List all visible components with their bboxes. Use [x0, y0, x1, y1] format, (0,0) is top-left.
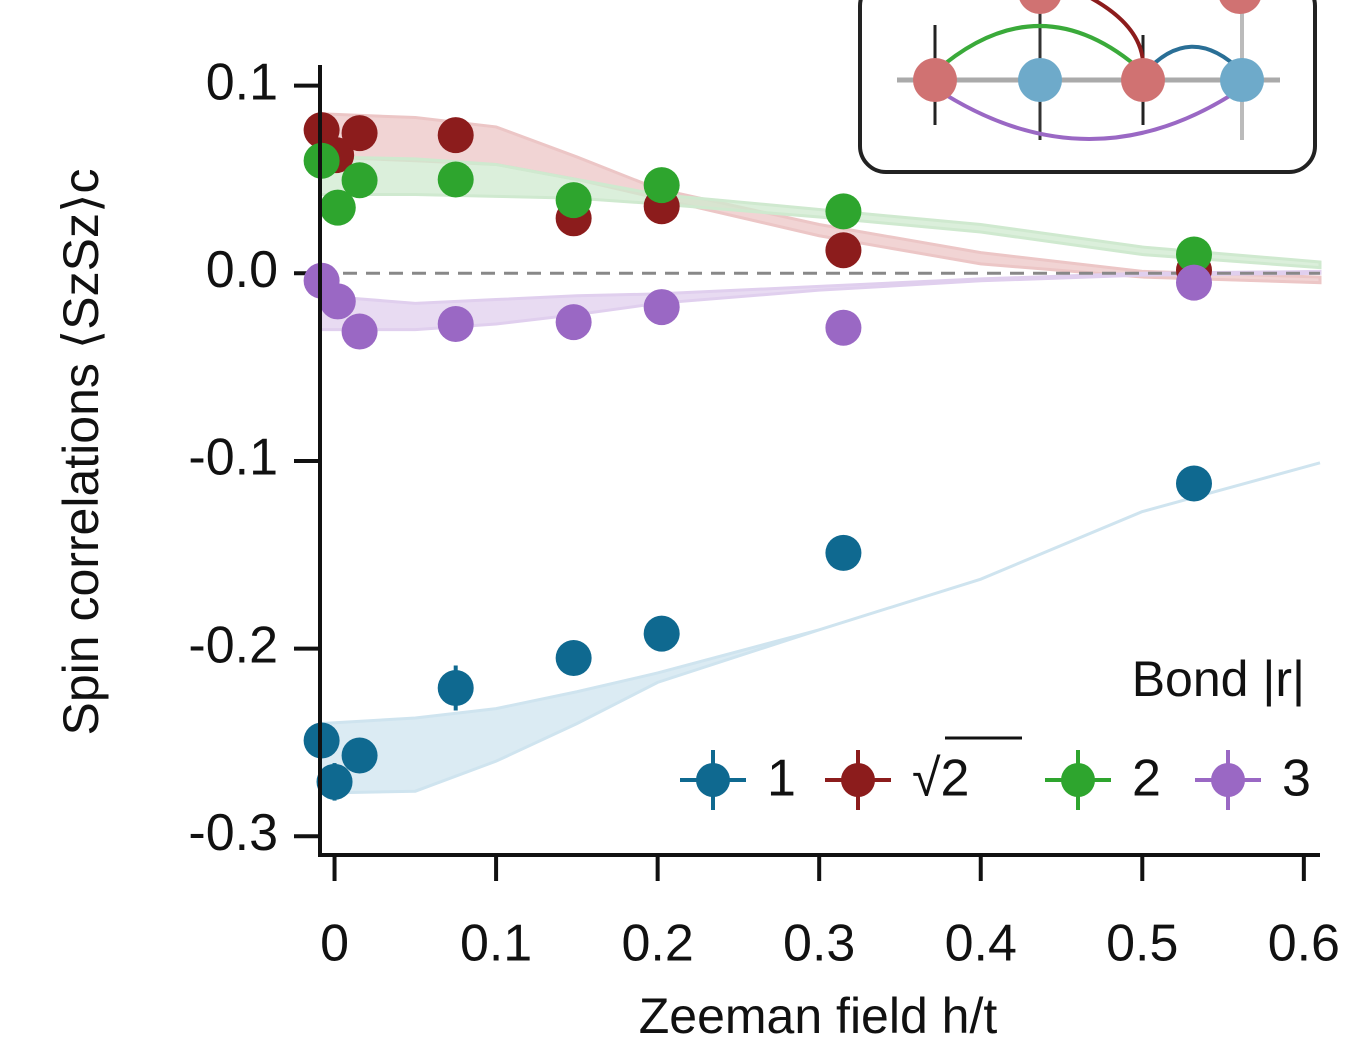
data-point [643, 289, 680, 326]
y-axis-label: Spin correlations ⟨SzSz⟩c [53, 168, 109, 735]
data-point [319, 283, 356, 320]
legend-marker [1061, 763, 1095, 797]
legend-item: 3 [1195, 750, 1311, 810]
data-point [1175, 236, 1212, 273]
y-tick-label: -0.3 [188, 804, 278, 862]
data-point [1175, 465, 1212, 502]
data-point [825, 193, 862, 230]
inset-diagram [858, 0, 1317, 174]
x-tick-label: 0.2 [621, 915, 693, 973]
x-tick-label: 0 [320, 915, 349, 973]
legend-label: √2 [912, 750, 969, 808]
x-tick-label: 0.3 [783, 915, 855, 973]
legend-marker [841, 763, 875, 797]
legend-marker [696, 763, 730, 797]
x-tick-label: 0.5 [1106, 915, 1178, 973]
data-point [643, 615, 680, 652]
data-point [555, 182, 592, 219]
y-tick-label: -0.1 [188, 429, 278, 487]
data-point [555, 304, 592, 341]
data-point [825, 232, 862, 269]
legend-item: √2 [825, 750, 969, 810]
legend-item: 2 [1045, 750, 1161, 810]
data-point [825, 534, 862, 571]
data-point [319, 189, 356, 226]
data-point [643, 167, 680, 204]
x-tick-label: 0.1 [460, 915, 532, 973]
data-point [437, 161, 474, 198]
data-point [437, 117, 474, 154]
legend-label: 1 [767, 750, 796, 808]
legend-label: 3 [1282, 750, 1311, 808]
data-point [341, 313, 378, 350]
data-point [437, 669, 474, 706]
legend-label: 2 [1132, 750, 1161, 808]
legend-marker [1211, 763, 1245, 797]
legend-title: Bond |r| [1132, 651, 1305, 707]
y-tick-label: 0.0 [206, 241, 278, 299]
x-axis-label: Zeeman field h/t [639, 988, 998, 1044]
data-point [341, 737, 378, 774]
x-tick-label: 0.6 [1268, 915, 1340, 973]
x-tick-label: 0.4 [945, 915, 1017, 973]
data-point [437, 305, 474, 342]
theory-band [318, 461, 1321, 795]
data-point [555, 639, 592, 676]
legend-item: 1 [680, 750, 796, 810]
data-point [341, 162, 378, 199]
y-tick-label: -0.2 [188, 616, 278, 674]
data-point [825, 309, 862, 346]
data-point [1175, 264, 1212, 301]
data-point [316, 763, 353, 800]
y-tick-label: 0.1 [206, 53, 278, 111]
data-point [341, 115, 378, 152]
